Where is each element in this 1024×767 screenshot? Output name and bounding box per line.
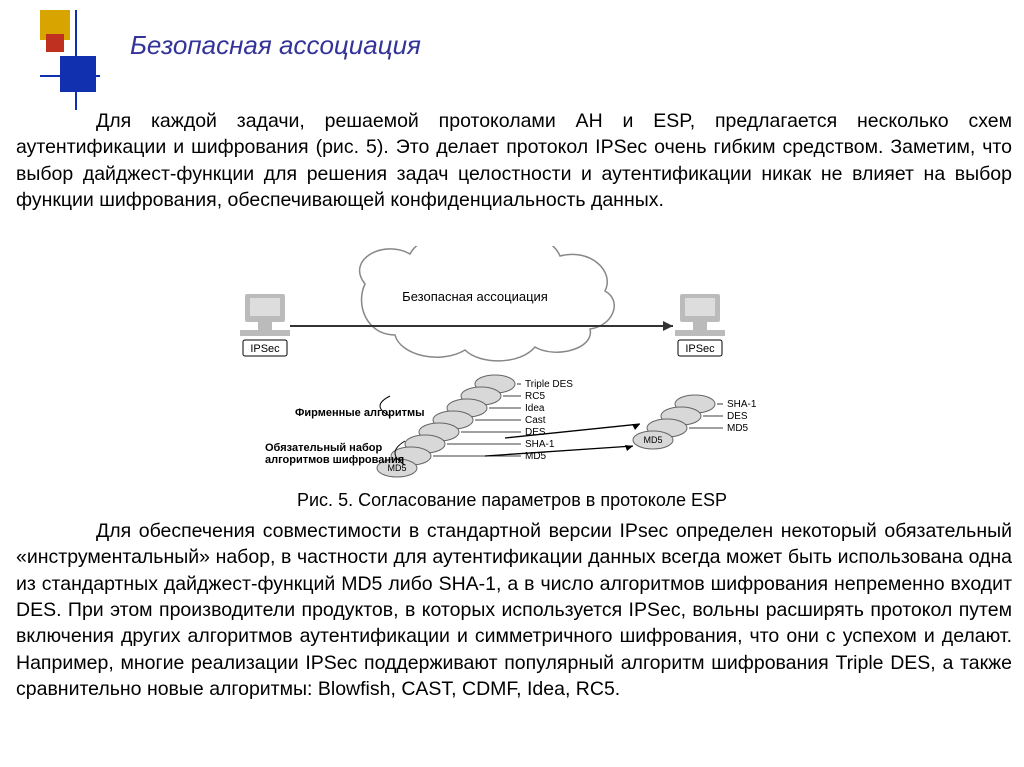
stack-label: RC5	[525, 391, 545, 402]
stack-label: Cast	[525, 415, 546, 426]
figure-caption: Рис. 5. Согласование параметров в проток…	[0, 490, 1024, 511]
sha1-arrow	[485, 446, 633, 456]
stack-label: DES	[525, 427, 546, 438]
stack-label: MD5	[727, 423, 749, 434]
side-label-bottom: Обязательный набор алгоритмов шифрования	[265, 442, 404, 466]
right-algorithm-stack: MD5	[633, 395, 715, 449]
left-ipsec-label: IPSec	[250, 343, 280, 355]
logo-blue-square	[60, 56, 96, 92]
stack-label: SHA-1	[525, 439, 555, 450]
des-arrow-head	[632, 424, 640, 430]
paragraph-1: Для каждой задачи, решаемой протоколами …	[16, 108, 1012, 213]
side-label-top-line: Фирменные алгоритмы	[295, 407, 425, 419]
logo-red-square	[46, 34, 64, 52]
md5-disc-label-right: MD5	[643, 435, 662, 445]
slide-title: Безопасная ассоциация	[130, 30, 421, 61]
stack-label: SHA-1	[727, 399, 757, 410]
right-ipsec-label: IPSec	[685, 343, 715, 355]
slide-container: Безопасная ассоциация Для каждой задачи,…	[0, 0, 1024, 767]
tunnel-arrow-head	[663, 321, 673, 331]
stack-label: Idea	[525, 403, 545, 414]
stack-label: Triple DES	[525, 379, 573, 390]
cloud: Безопасная ассоциация	[360, 246, 615, 361]
corner-logo	[40, 10, 100, 110]
paragraph-2: Для обеспечения совместимости в стандарт…	[16, 518, 1012, 702]
sha1-arrow-head	[625, 445, 633, 451]
side-label-top: Фирменные алгоритмы	[295, 407, 425, 419]
left-computer: IPSec	[240, 294, 290, 356]
stack-label: DES	[727, 411, 748, 422]
esp-diagram: Безопасная ассоциация IPSec IPSec MD5 MD…	[225, 246, 800, 486]
right-computer: IPSec	[675, 294, 725, 356]
cloud-label: Безопасная ассоциация	[402, 289, 548, 304]
